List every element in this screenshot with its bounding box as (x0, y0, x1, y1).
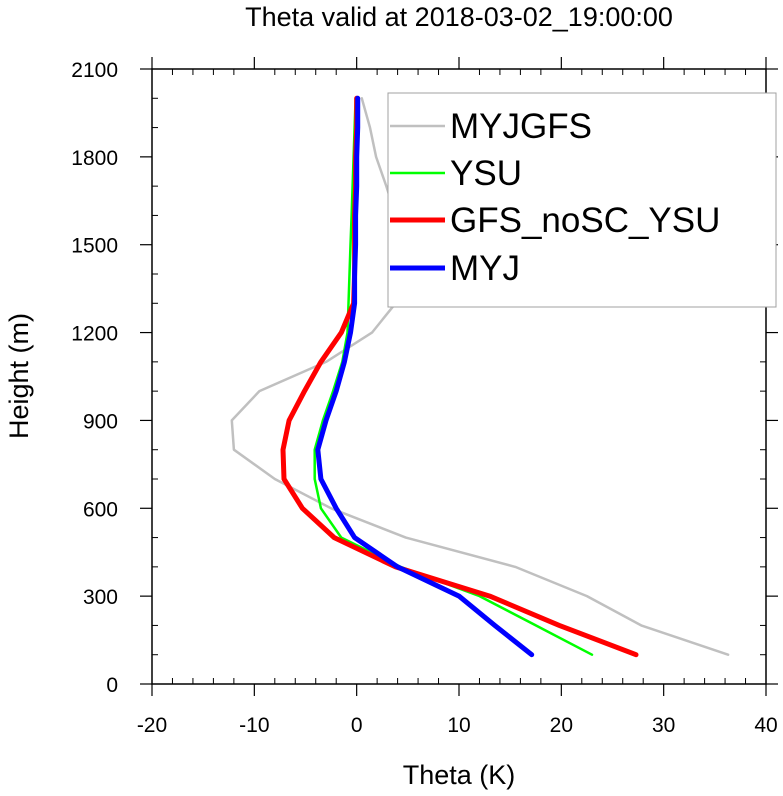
y-tick-label: 900 (83, 410, 118, 433)
x-tick-label: -10 (239, 714, 269, 737)
y-tick-label: 600 (83, 498, 118, 521)
chart-title: Theta valid at 2018-03-02_19:00:00 (245, 2, 673, 32)
y-tick-label: 1800 (71, 147, 118, 170)
x-axis-label: Theta (K) (403, 760, 516, 790)
legend-box (387, 92, 777, 308)
legend-label: YSU (450, 154, 522, 193)
y-axis-label: Height (m) (4, 313, 34, 439)
y-tick-label: 0 (106, 674, 118, 697)
y-tick-label: 2100 (71, 59, 118, 82)
y-tick-label: 300 (83, 586, 118, 609)
y-tick-label: 1500 (71, 235, 118, 258)
x-axis-ticks: -20 -10 0 10 20 30 40 (137, 57, 778, 737)
x-tick-label: 20 (550, 714, 573, 737)
legend-label: GFS_noSC_YSU (450, 201, 720, 240)
legend-label: MYJ (450, 249, 520, 288)
legend-label: MYJGFS (450, 107, 592, 146)
series-line-myj (315, 95, 535, 658)
y-axis-ticks: 0 300 600 900 1200 1500 1800 2100 (71, 59, 778, 697)
x-tick-label: 10 (447, 714, 470, 737)
legend: MYJGFS YSU GFS_noSC_YSU MYJ (387, 92, 777, 308)
x-tick-label: 0 (351, 714, 363, 737)
y-tick-label: 1200 (71, 323, 118, 346)
x-tick-label: 30 (652, 714, 675, 737)
x-tick-label: 40 (754, 714, 777, 737)
x-tick-label: -20 (137, 714, 167, 737)
